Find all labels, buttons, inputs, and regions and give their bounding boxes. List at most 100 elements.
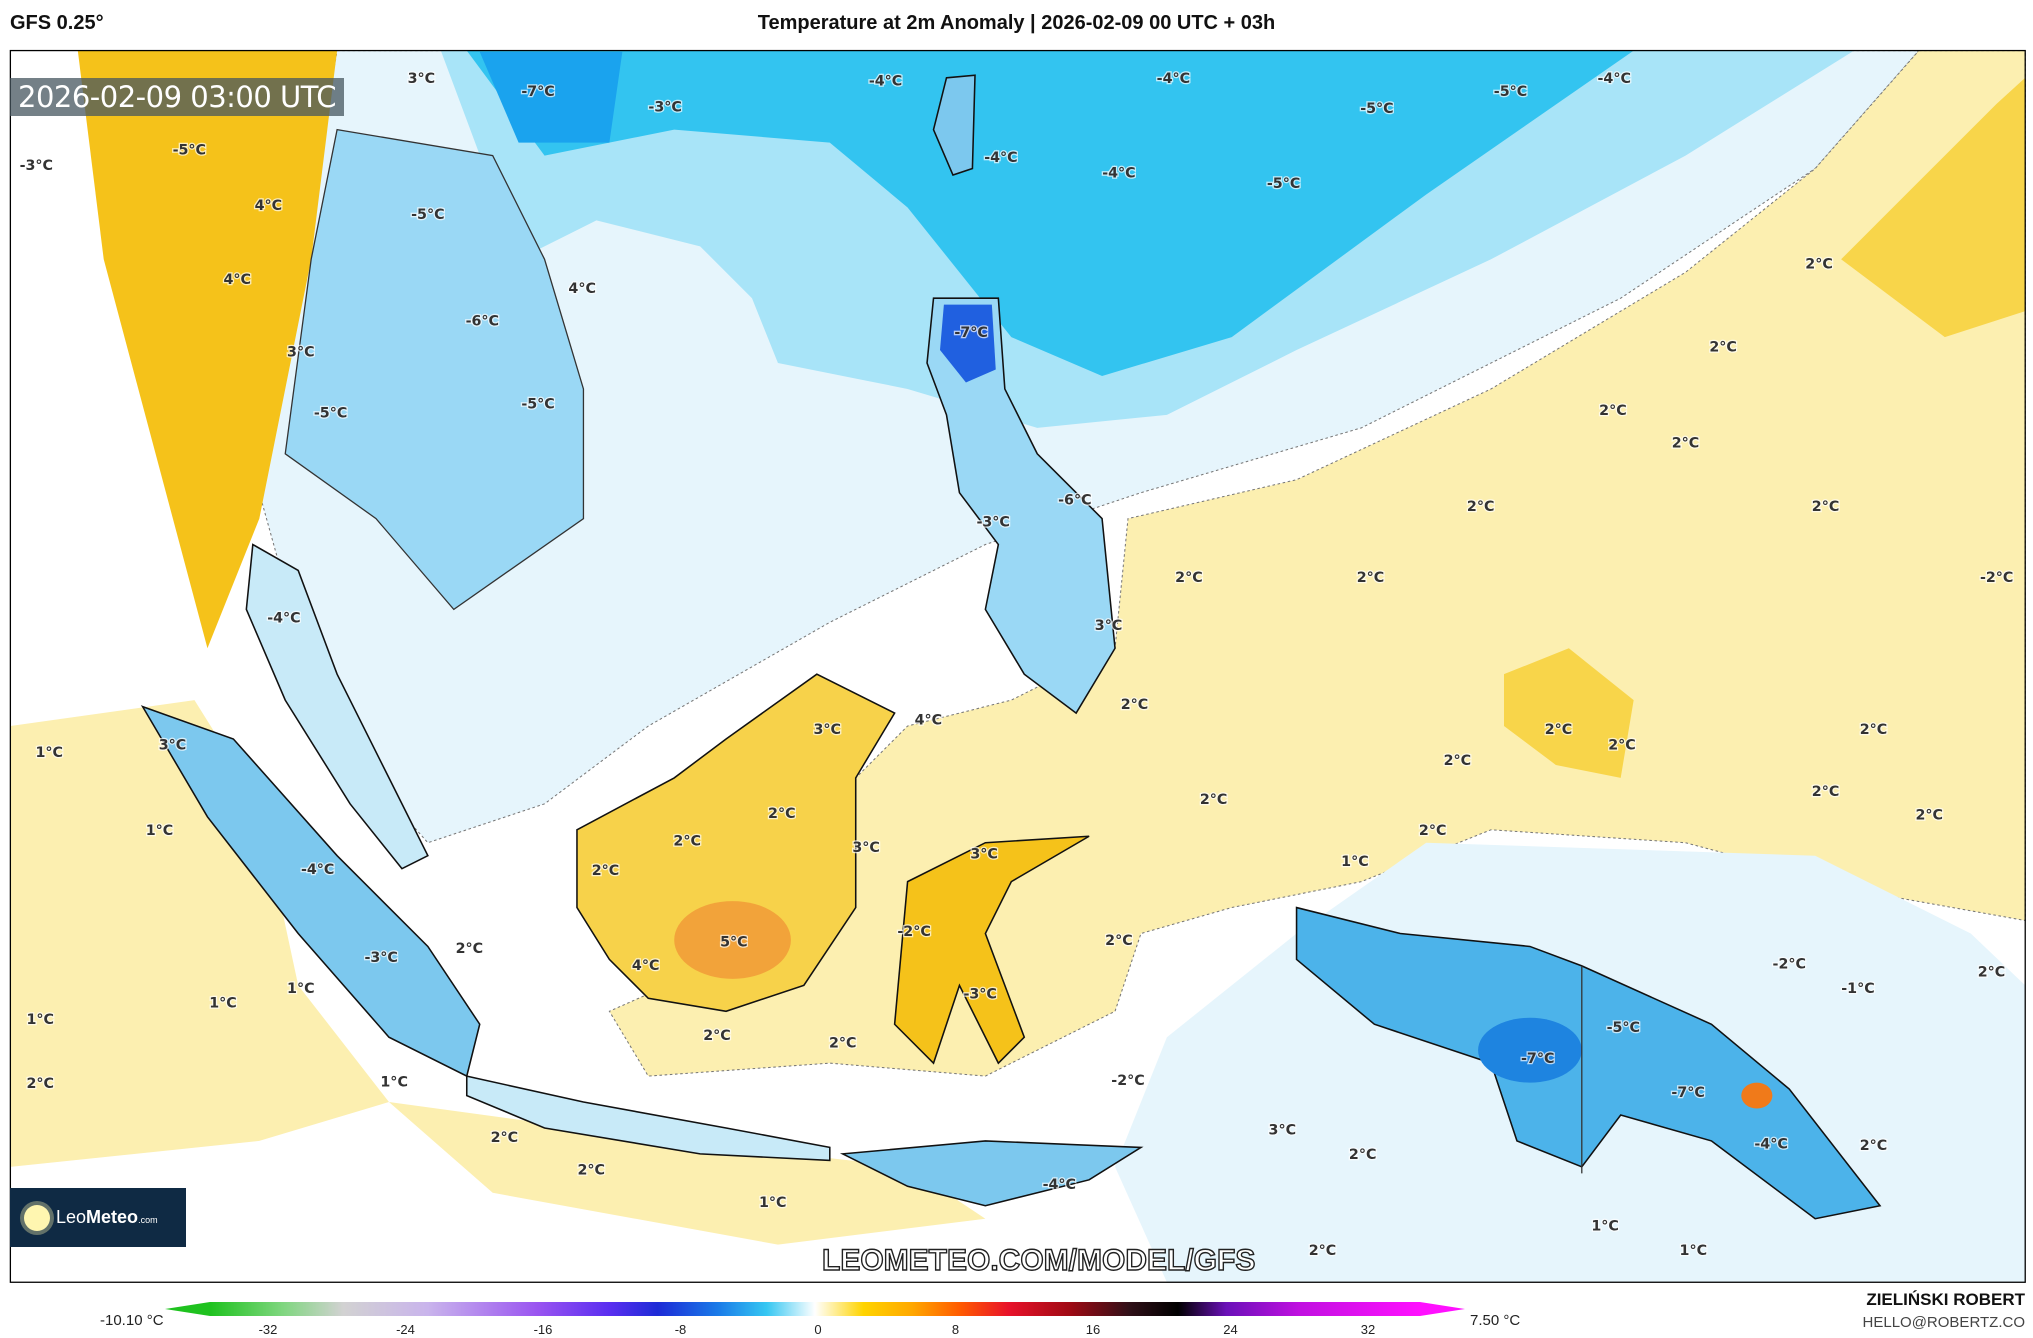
author-email[interactable]: HELLO@ROBERTZ.CO <box>1862 1314 2025 1331</box>
leometeo-logo[interactable]: LeoMeteo.com <box>10 1188 186 1247</box>
temperature-label: -3°C <box>963 986 996 1002</box>
east-gold-patch <box>1841 77 2026 338</box>
colorbar-tick-label: 16 <box>1085 1322 1101 1337</box>
temperature-label: 2°C <box>1444 753 1472 769</box>
colorbar-tick-label: 24 <box>1223 1322 1238 1337</box>
temperature-label: 2°C <box>1860 722 1888 738</box>
temperature-label: 2°C <box>456 941 484 957</box>
new-guinea-warm-spot <box>1741 1082 1773 1109</box>
new-guinea-cold-core <box>1478 1017 1582 1083</box>
temperature-label: -3°C <box>648 100 681 116</box>
temperature-label: -5°C <box>521 396 554 412</box>
temperature-label: 2°C <box>577 1163 605 1179</box>
temperature-label: 3°C <box>970 846 998 862</box>
luzon-cold-core <box>940 304 996 383</box>
temperature-label: 1°C <box>1341 854 1369 870</box>
temperature-label: 3°C <box>408 71 436 87</box>
temperature-label: -2°C <box>1773 956 1806 972</box>
author-credit: ZIELIŃSKI ROBERT <box>1866 1290 2025 1309</box>
java <box>465 1075 831 1162</box>
temperature-label: 2°C <box>1978 964 2006 980</box>
temperature-label: -4°C <box>1102 166 1135 182</box>
temperature-label: 3°C <box>159 737 187 753</box>
colorbar-min-label: -10.10 °C <box>100 1312 164 1329</box>
colorbar-tick-label: -8 <box>674 1322 687 1337</box>
temperature-label: -4°C <box>869 74 902 90</box>
temperature-label: 5°C <box>720 934 748 950</box>
temperature-label: 2°C <box>1309 1243 1337 1259</box>
south-yellow-strip <box>388 1102 986 1245</box>
temperature-label: -7°C <box>521 84 554 100</box>
temperature-label: -2°C <box>1111 1073 1144 1089</box>
temperature-label: 2°C <box>1860 1138 1888 1154</box>
timor-islands <box>839 1140 1144 1207</box>
temperature-label: -5°C <box>314 405 347 421</box>
temperature-label: 2°C <box>1545 722 1573 738</box>
temperature-label: 4°C <box>632 958 660 974</box>
model-name: GFS 0.25° <box>10 12 104 34</box>
temperature-label: 1°C <box>1591 1218 1619 1234</box>
colorbar-tick-label: -16 <box>533 1322 553 1337</box>
gold-patch <box>1504 648 1634 778</box>
temperature-label: -1°C <box>1841 981 1874 997</box>
temperature-label: 3°C <box>813 722 841 738</box>
west-yellow-strip <box>10 700 389 1167</box>
temperature-label: 1°C <box>759 1195 787 1211</box>
map-title: Temperature at 2m Anomaly | 2026-02-09 0… <box>757 12 1276 34</box>
temperature-label: -7°C <box>1671 1085 1704 1101</box>
temperature-label: 4°C <box>915 713 943 729</box>
colorbar-max-label: 7.50 °C <box>1470 1312 1521 1329</box>
indochina-blue <box>284 128 585 611</box>
temperature-label: 2°C <box>1467 499 1495 515</box>
temperature-label: 2°C <box>1608 737 1636 753</box>
temperature-label: -4°C <box>1043 1177 1076 1193</box>
temperature-label: 1°C <box>209 995 237 1011</box>
temperature-label: 2°C <box>829 1036 857 1052</box>
temperature-label: 2°C <box>1175 570 1203 586</box>
colorbar-tick-label: -32 <box>258 1322 278 1337</box>
watermark: LEOMETEO.COM/MODEL/GFS <box>821 1243 1256 1277</box>
temperature-label: 2°C <box>1599 403 1627 419</box>
map-frame <box>9 49 2026 1283</box>
colorbar-tick-label: 0 <box>814 1322 822 1337</box>
temperature-label: -4°C <box>984 150 1017 166</box>
temperature-label: 2°C <box>1812 499 1840 515</box>
temperature-label: 1°C <box>287 981 315 997</box>
sumatra <box>140 705 481 1078</box>
temperature-label: -5°C <box>1360 101 1393 117</box>
temperature-label: -4°C <box>301 862 334 878</box>
philippines <box>926 297 1116 715</box>
temperature-label: -3°C <box>976 514 1009 530</box>
temperature-label: -5°C <box>411 207 444 223</box>
cyan-core-region <box>466 50 1634 376</box>
colorbar-tick-label: 32 <box>1360 1322 1376 1337</box>
temperature-label: -5°C <box>1267 176 1300 192</box>
borneo <box>576 673 896 1013</box>
temperature-label: 2°C <box>768 806 796 822</box>
temperature-label: -5°C <box>173 142 206 158</box>
temperature-label: 3°C <box>1269 1122 1297 1138</box>
temperature-label: -2°C <box>897 924 930 940</box>
temperature-label: 2°C <box>1916 807 1944 823</box>
temperature-label: 2°C <box>491 1130 519 1146</box>
temperature-label: 2°C <box>592 863 620 879</box>
new-guinea <box>1295 906 1882 1220</box>
temperature-label: 2°C <box>1672 435 1700 451</box>
temperature-label: 2°C <box>1349 1147 1377 1163</box>
taiwan <box>932 74 976 176</box>
temperature-label: -7°C <box>954 325 987 341</box>
temperature-label: -3°C <box>20 158 53 174</box>
temperature-label: 2°C <box>1419 823 1447 839</box>
temperature-label: 3°C <box>852 840 880 856</box>
temperature-label: 1°C <box>1680 1243 1708 1259</box>
temperature-label: 1°C <box>146 823 174 839</box>
temperature-label: 4°C <box>568 281 596 297</box>
temperature-label: 4°C <box>224 272 252 288</box>
north-deep-blue <box>479 51 623 143</box>
indochina-yellow <box>77 50 338 649</box>
temperature-label: -5°C <box>1494 84 1527 100</box>
temperature-label: -5°C <box>1607 1020 1640 1036</box>
temperature-labels: 3°C -7°C -3°C -4°C -4°C -5°C -5°C -4°C -3°C -5°C -… <box>18 70 2014 1261</box>
temperature-label: -4°C <box>267 610 300 626</box>
